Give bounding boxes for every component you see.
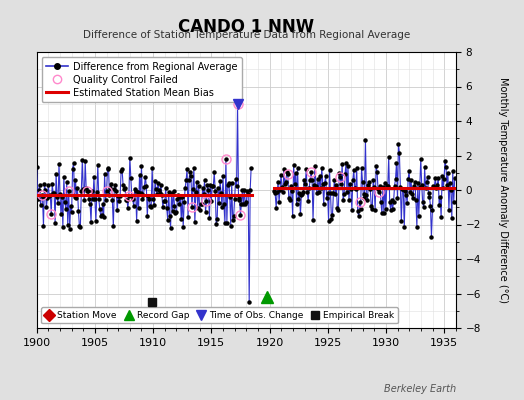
Text: CANDO 1 NNW: CANDO 1 NNW [178,18,314,36]
Text: Difference of Station Temperature Data from Regional Average: Difference of Station Temperature Data f… [83,30,410,40]
Legend: Station Move, Record Gap, Time of Obs. Change, Empirical Break: Station Move, Record Gap, Time of Obs. C… [41,307,398,324]
Y-axis label: Monthly Temperature Anomaly Difference (°C): Monthly Temperature Anomaly Difference (… [498,77,508,303]
Text: Berkeley Earth: Berkeley Earth [384,384,456,394]
